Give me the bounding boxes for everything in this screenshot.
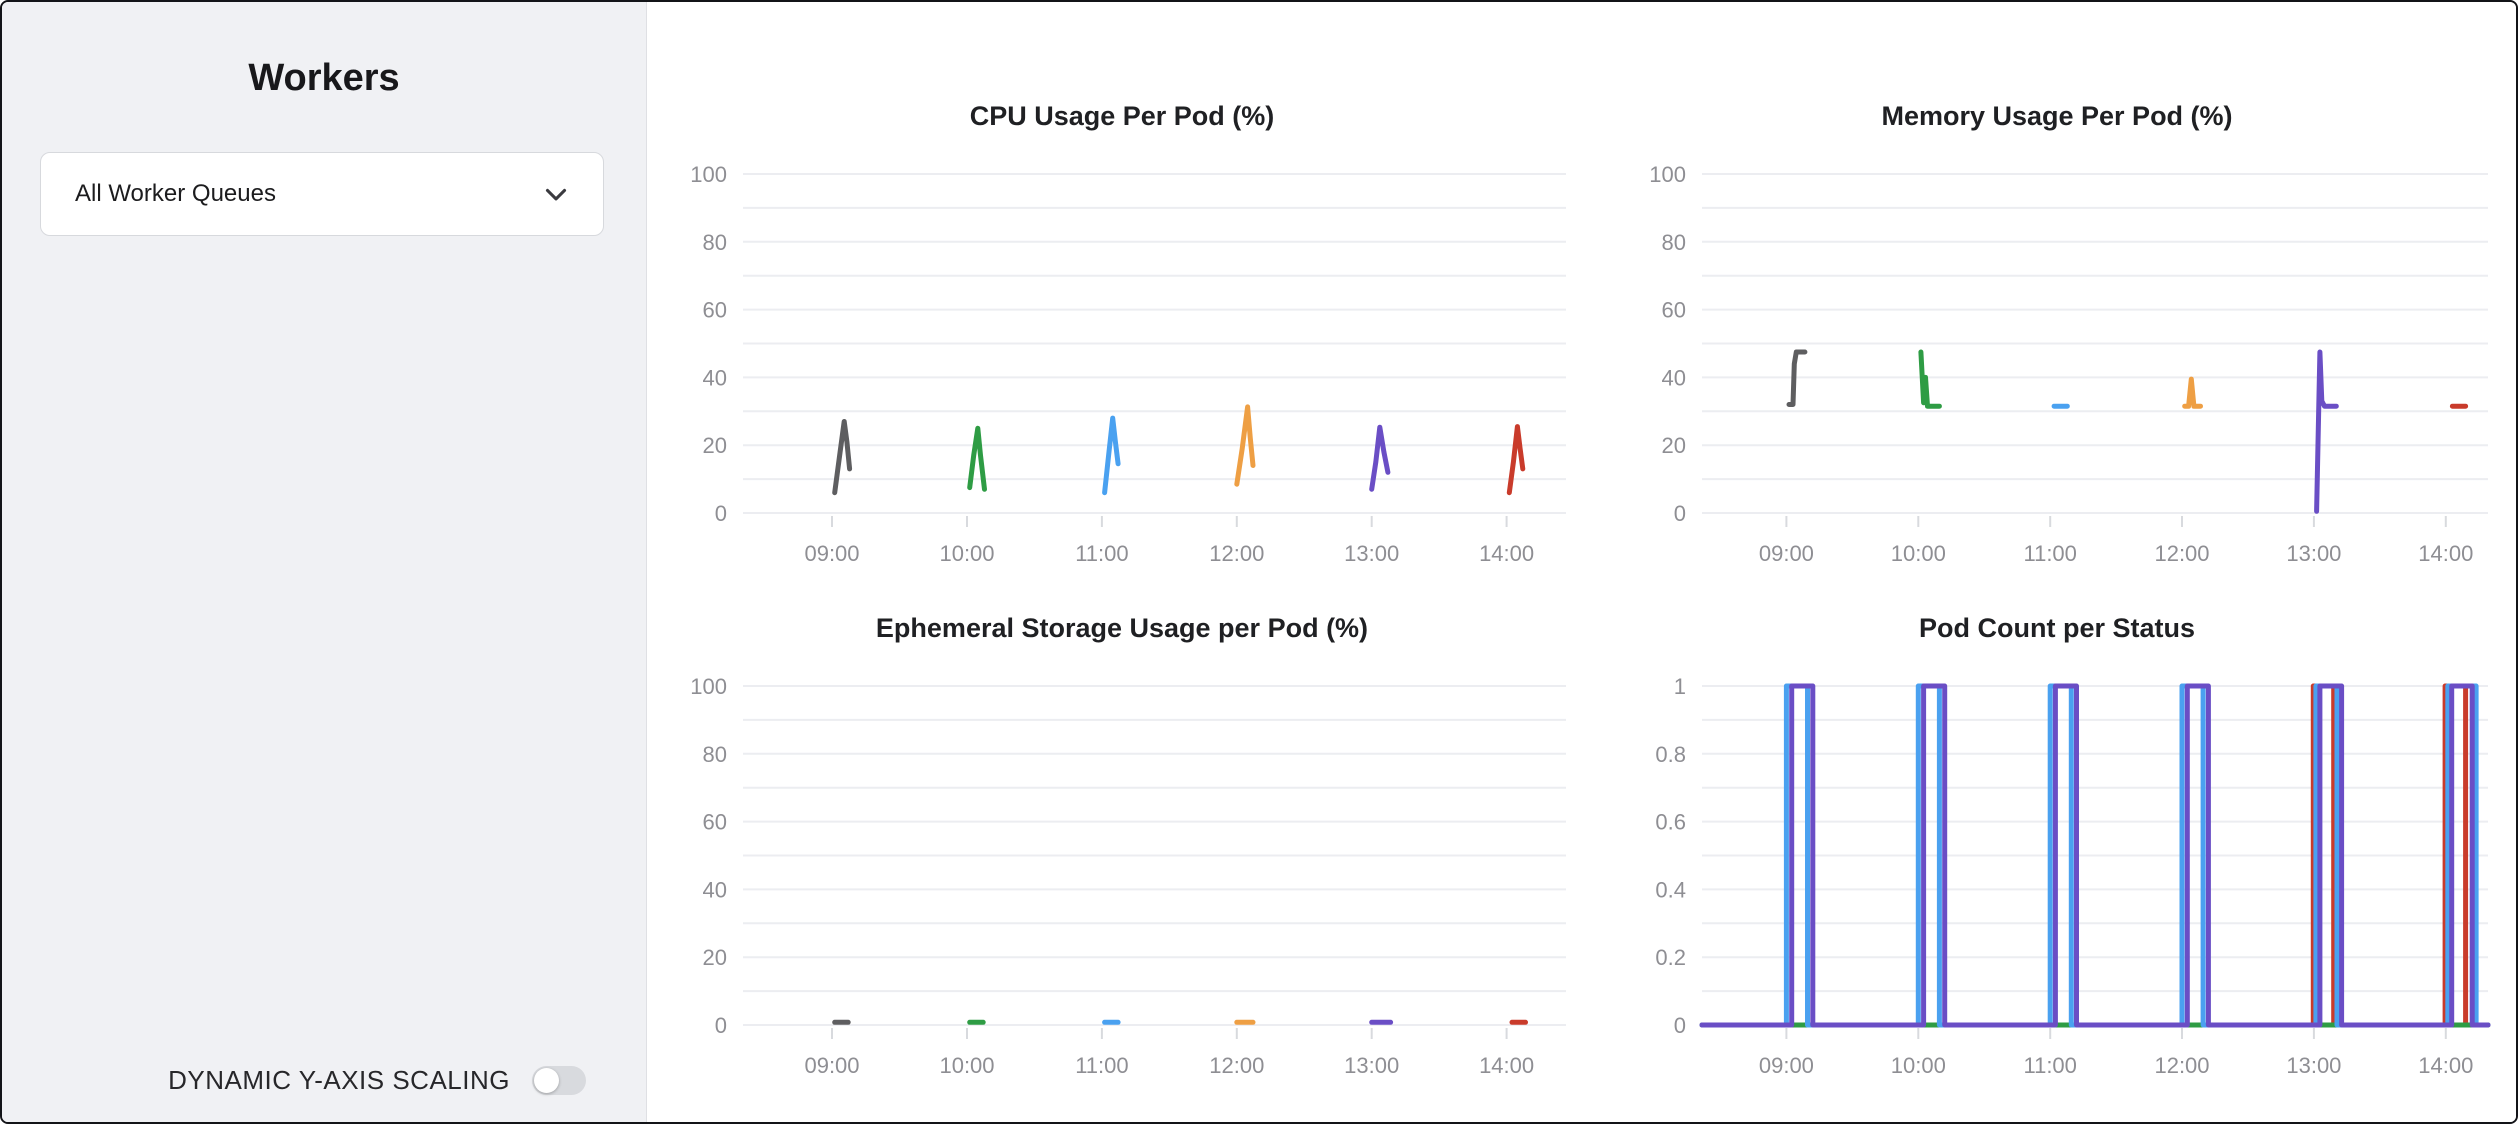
svg-text:0: 0 [1674, 1013, 1686, 1038]
chevron-down-icon [539, 177, 573, 211]
pod-count-chart-title: Pod Count per Status [1919, 612, 2195, 643]
svg-text:0: 0 [715, 501, 727, 526]
svg-text:12:00: 12:00 [2154, 541, 2209, 566]
svg-text:14:00: 14:00 [1479, 1053, 1534, 1078]
svg-text:13:00: 13:00 [1344, 541, 1399, 566]
svg-text:100: 100 [690, 674, 727, 699]
svg-text:60: 60 [703, 810, 727, 835]
svg-text:10:00: 10:00 [939, 541, 994, 566]
svg-text:14:00: 14:00 [2418, 541, 2473, 566]
svg-text:0: 0 [715, 1013, 727, 1038]
svg-text:09:00: 09:00 [804, 1053, 859, 1078]
svg-text:13:00: 13:00 [2286, 1053, 2341, 1078]
cpu-usage-card: CPU Usage Per Pod (%) 0 20 40 60 80 100 09:00 1… [657, 2, 1587, 572]
svg-text:13:00: 13:00 [1344, 1053, 1399, 1078]
cpu-usage-chart: 0 20 40 60 80 100 09:00 10:00 11:00 12:00 13:00 14:… [690, 162, 1566, 566]
memory-usage-chart-title: Memory Usage Per Pod (%) [1881, 100, 2233, 131]
svg-text:12:00: 12:00 [2154, 1053, 2209, 1078]
svg-text:1: 1 [1674, 674, 1686, 699]
dynamic-y-axis-label: DYNAMIC Y-AXIS SCALING [168, 1065, 510, 1095]
svg-text:10:00: 10:00 [1891, 541, 1946, 566]
svg-text:09:00: 09:00 [804, 541, 859, 566]
svg-text:60: 60 [703, 298, 727, 323]
svg-text:11:00: 11:00 [1075, 541, 1128, 566]
dynamic-y-axis-toggle[interactable] [532, 1066, 586, 1095]
svg-text:14:00: 14:00 [2418, 1053, 2473, 1078]
svg-text:11:00: 11:00 [2023, 541, 2076, 566]
svg-text:0.4: 0.4 [1655, 877, 1686, 902]
svg-text:11:00: 11:00 [2023, 1053, 2076, 1078]
svg-text:80: 80 [703, 230, 727, 255]
charts-grid: CPU Usage Per Pod (%) 0 20 40 60 80 100 09:00 1… [647, 2, 2516, 1122]
svg-text:0.8: 0.8 [1655, 742, 1686, 767]
svg-text:09:00: 09:00 [1759, 541, 1814, 566]
worker-queue-selector-value: All Worker Queues [75, 180, 276, 207]
svg-text:80: 80 [703, 742, 727, 767]
ephemeral-storage-chart-title: Ephemeral Storage Usage per Pod (%) [875, 612, 1369, 643]
svg-text:0.2: 0.2 [1655, 945, 1686, 970]
pod-count-card: Pod Count per Status 0 0.2 0.4 0.6 0.8 1 09:00… [1598, 572, 2516, 1122]
svg-text:40: 40 [1662, 365, 1686, 390]
svg-text:12:00: 12:00 [1209, 541, 1264, 566]
svg-text:20: 20 [1662, 433, 1686, 458]
svg-text:60: 60 [1662, 298, 1686, 323]
svg-text:80: 80 [1662, 230, 1686, 255]
svg-text:100: 100 [1649, 162, 1686, 187]
svg-text:40: 40 [703, 365, 727, 390]
toggle-knob [534, 1068, 559, 1093]
svg-text:11:00: 11:00 [1075, 1053, 1128, 1078]
ephemeral-storage-card: Ephemeral Storage Usage per Pod (%) 0 20 4… [657, 572, 1587, 1122]
svg-text:10:00: 10:00 [939, 1053, 994, 1078]
memory-usage-chart: 0 20 40 60 80 100 09:00 10:00 11:00 12:00 13:00 14:… [1649, 162, 2488, 566]
cpu-usage-chart-title: CPU Usage Per Pod (%) [969, 100, 1275, 131]
svg-text:12:00: 12:00 [1209, 1053, 1264, 1078]
page-title: Workers [248, 57, 400, 99]
svg-text:13:00: 13:00 [2286, 541, 2341, 566]
pod-count-chart: 0 0.2 0.4 0.6 0.8 1 09:00 10:00 11:00 12:00 13:00 1… [1655, 674, 2491, 1078]
svg-text:20: 20 [703, 945, 727, 970]
svg-text:14:00: 14:00 [1479, 541, 1534, 566]
memory-usage-card: Memory Usage Per Pod (%) 0 20 40 60 80 100 09:… [1598, 2, 2516, 572]
svg-text:0.6: 0.6 [1655, 810, 1686, 835]
svg-text:100: 100 [690, 162, 727, 187]
sidebar: Workers All Worker Queues DYNAMIC Y-AXIS… [2, 2, 647, 1122]
svg-text:09:00: 09:00 [1759, 1053, 1814, 1078]
svg-text:10:00: 10:00 [1891, 1053, 1946, 1078]
svg-text:40: 40 [703, 877, 727, 902]
svg-text:20: 20 [703, 433, 727, 458]
svg-text:0: 0 [1674, 501, 1686, 526]
ephemeral-storage-chart: 0 20 40 60 80 100 09:00 10:00 11:00 12:00 13:00 14:… [690, 674, 1566, 1078]
worker-queue-selector[interactable]: All Worker Queues [40, 152, 604, 236]
dynamic-y-axis-row: DYNAMIC Y-AXIS SCALING [168, 1065, 586, 1096]
